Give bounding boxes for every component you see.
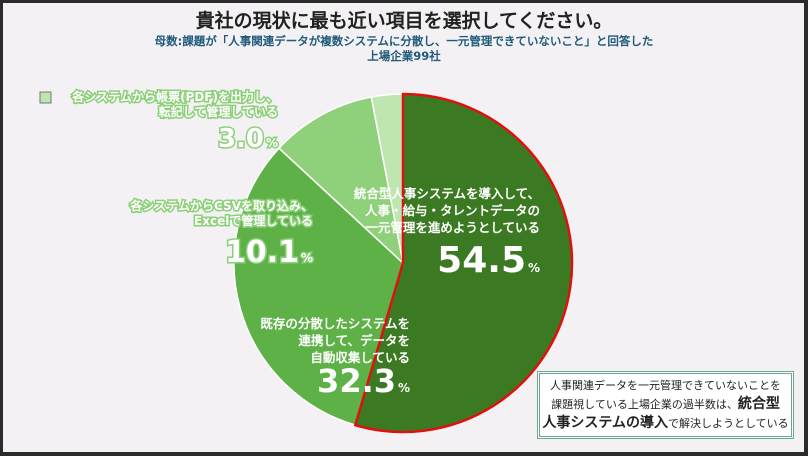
subtitle-line-1: 母数:課題が「人事関連データが複数システムに分散し、一元管理できていないこと」と… — [154, 34, 654, 48]
slice-value: 32.3 — [317, 362, 396, 400]
slice-label: 一元管理を進めようとしている — [365, 220, 540, 235]
chart-subtitle: 母数:課題が「人事関連データが複数システムに分散し、一元管理できていないこと」と… — [90, 34, 718, 64]
callout-text: で解決しようとしている — [667, 417, 789, 430]
slice-label: 各システムからCSVを取り込み、 — [129, 198, 313, 213]
slice-unit: % — [301, 251, 313, 265]
slice-label: 自動収集している — [310, 350, 410, 365]
callout-text: 課題視している上場企業の過半数は、 — [551, 398, 738, 411]
slice-label: 既存の分散したシステムを — [260, 316, 410, 331]
callout-line-2: 課題視している上場企業の過半数は、統合型 — [540, 395, 791, 414]
slice-label: Excelで管理している — [194, 213, 313, 228]
pie-slice-1 — [233, 147, 404, 427]
highlight-border — [353, 92, 574, 434]
slice-value: 3.0 — [218, 124, 264, 154]
slice-label: 各システムから帳票(PDF)を出力し、 — [71, 89, 278, 104]
slice-unit: % — [266, 136, 278, 150]
pie-slice-2 — [277, 96, 405, 266]
slice-value: 54.5 — [437, 240, 526, 281]
callout-box: 人事関連データを一元管理できていないことを 課題視している上場企業の過半数は、統… — [537, 371, 794, 439]
legend-swatch — [39, 91, 52, 104]
slice-label: 連携して、データを — [298, 333, 410, 348]
slice-label: 転記して管理している — [159, 104, 278, 119]
callout-emphasis: 人事システムの導入 — [542, 415, 668, 431]
slice-label: 統合型人事システムを導入して、 — [354, 186, 540, 201]
slice-unit: % — [398, 381, 410, 395]
slice-unit: % — [528, 261, 540, 275]
callout-line-1: 人事関連データを一元管理できていないことを — [550, 379, 781, 392]
chart-title: 貴社の現状に最も近い項目を選択してください。 — [195, 10, 613, 32]
callout-line-3: 人事システムの導入で解決しようとしている — [540, 414, 791, 433]
slice-label: 人事・給与・タレントデータの — [365, 203, 540, 218]
slice-value: 10.1 — [225, 235, 299, 270]
callout-emphasis: 統合型 — [737, 396, 780, 412]
subtitle-line-2: 上場企業99社 — [367, 49, 441, 63]
